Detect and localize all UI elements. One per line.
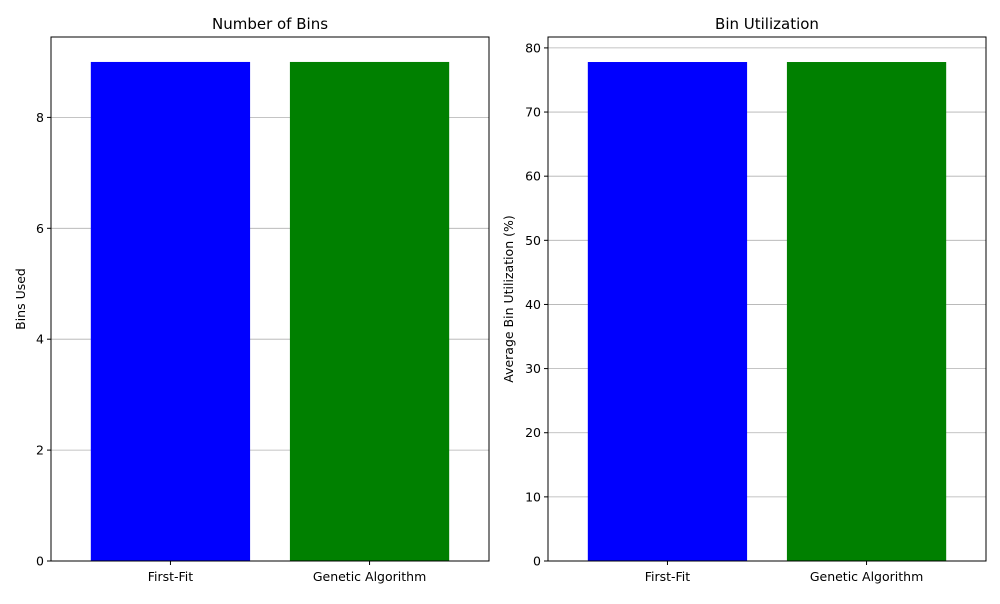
- x-tick-label: Genetic Algorithm: [810, 569, 923, 584]
- y-axis-label: Average Bin Utilization (%): [501, 215, 516, 383]
- y-tick-label: 40: [525, 297, 541, 312]
- bars: [587, 62, 947, 562]
- y-tick-label: 8: [36, 110, 44, 125]
- axes-frame: [50, 36, 490, 562]
- axes-frame: [547, 36, 987, 562]
- y-axis-ticks: 0 2 4 6 8: [36, 110, 51, 569]
- chart-panel-2: 0 10 20 30 40 50 60 70 80 First-Fit Genetic Algori…: [501, 15, 987, 584]
- y-axis-ticks: 0 10 20 30 40 50 60 70 80: [525, 40, 548, 569]
- bar-first-fit: [90, 61, 251, 561]
- y-tick-label: 10: [525, 489, 541, 504]
- y-tick-label: 6: [36, 221, 44, 236]
- x-tick-label: Genetic Algorithm: [313, 569, 426, 584]
- y-tick-label: 2: [36, 443, 44, 458]
- y-tick-label: 4: [36, 332, 44, 347]
- y-tick-label: 30: [525, 361, 541, 376]
- bar-genetic-algorithm: [289, 61, 450, 561]
- y-tick-label: 60: [525, 169, 541, 184]
- chart-title: Bin Utilization: [715, 15, 819, 33]
- y-axis-label: Bins Used: [13, 268, 28, 330]
- y-tick-label: 70: [525, 105, 541, 120]
- bar-first-fit: [587, 62, 748, 562]
- x-axis-ticks: First-Fit Genetic Algorithm: [645, 561, 923, 584]
- chart-panel-1: 0 2 4 6 8 First-Fit Genetic Algorithm Number of…: [13, 15, 490, 584]
- y-tick-label: 80: [525, 40, 541, 55]
- y-tick-label: 20: [525, 425, 541, 440]
- y-tick-label: 0: [533, 554, 541, 569]
- x-axis-ticks: First-Fit Genetic Algorithm: [148, 561, 426, 584]
- y-tick-label: 50: [525, 233, 541, 248]
- y-tick-label: 0: [36, 554, 44, 569]
- bar-genetic-algorithm: [786, 62, 947, 562]
- x-tick-label: First-Fit: [645, 569, 691, 584]
- chart-title: Number of Bins: [212, 15, 328, 33]
- bars: [90, 61, 450, 561]
- x-tick-label: First-Fit: [148, 569, 194, 584]
